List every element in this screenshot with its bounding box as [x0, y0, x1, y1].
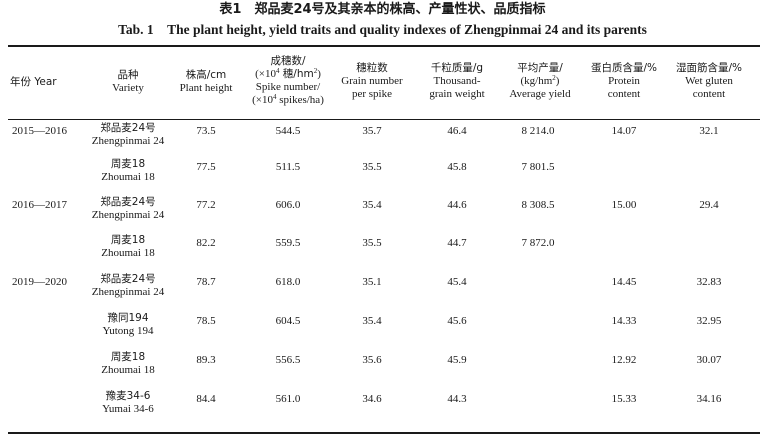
cell-year: 2019—2020	[12, 276, 67, 288]
cell-variety: 周麦18 Zhoumai 18	[84, 234, 172, 260]
variety-name-en: Zhengpinmai 24	[91, 209, 165, 221]
cell-gluten: 32.83	[696, 276, 722, 288]
cell-height: 89.3	[196, 354, 216, 366]
cell-tgw: 45.9	[447, 354, 467, 366]
cell-spike: 556.5	[275, 354, 301, 366]
top-rule	[8, 45, 760, 47]
variety-name-en: Zhoumai 18	[101, 364, 155, 376]
cell-grain: 34.6	[362, 393, 382, 405]
cell-grain: 35.1	[362, 276, 382, 288]
cell-variety: 周麦18 Zhoumai 18	[84, 158, 172, 184]
header-plant-height: 株高/cm Plant height	[179, 69, 233, 94]
header-year: 年份 Year	[10, 76, 57, 88]
variety-name-cn: 周麦18	[110, 234, 146, 246]
cell-protein: 14.33	[611, 315, 637, 327]
variety-name-cn: 周麦18	[110, 158, 146, 170]
cell-spike: 511.5	[275, 161, 301, 173]
cell-spike: 606.0	[275, 199, 301, 211]
cell-variety: 豫同194 Yutong 194	[84, 312, 172, 338]
variety-name-cn: 郑品麦24号	[100, 122, 156, 134]
header-wet-gluten-content: 湿面筋含量/% Wet gluten content	[675, 62, 742, 100]
cell-yield: 7 801.5	[521, 161, 555, 173]
cell-height: 78.5	[196, 315, 216, 327]
cell-spike: 561.0	[275, 393, 301, 405]
cell-variety: 郑品麦24号 Zhengpinmai 24	[84, 196, 172, 222]
cell-protein: 12.92	[611, 354, 637, 366]
cell-protein: 15.00	[611, 199, 637, 211]
cell-tgw: 45.8	[447, 161, 467, 173]
cell-grain: 35.6	[362, 354, 382, 366]
cell-yield: 8 308.5	[521, 199, 555, 211]
cell-gluten: 30.07	[696, 354, 722, 366]
variety-name-cn: 周麦18	[110, 351, 146, 363]
variety-name-cn: 郑品麦24号	[100, 273, 156, 285]
variety-name-en: Zhengpinmai 24	[91, 135, 165, 147]
header-protein-content: 蛋白质含量/% Protein content	[590, 62, 657, 100]
cell-variety: 豫麦34-6 Yumai 34-6	[84, 390, 172, 416]
table-title-en: Tab. 1 The plant height, yield traits an…	[118, 22, 647, 37]
cell-gluten: 29.4	[699, 199, 719, 211]
cell-height: 78.7	[196, 276, 216, 288]
cell-height: 82.2	[196, 237, 216, 249]
cell-height: 84.4	[196, 393, 216, 405]
cell-year: 2015—2016	[12, 125, 67, 137]
header-spike-number: 成穗数/ (×104 穗/hm2) Spike number/ (×104 sp…	[252, 55, 324, 106]
variety-name-en: Yumai 34-6	[102, 403, 154, 415]
cell-protein: 14.07	[611, 125, 637, 137]
cell-tgw: 45.4	[447, 276, 467, 288]
cell-gluten: 32.1	[699, 125, 719, 137]
variety-name-en: Yutong 194	[102, 325, 154, 337]
header-average-yield: 平均产量/ (kg/hm2) Average yield	[509, 62, 571, 100]
cell-tgw: 46.4	[447, 125, 467, 137]
cell-protein: 14.45	[611, 276, 637, 288]
variety-name-cn: 豫同194	[107, 312, 149, 324]
cell-grain: 35.4	[362, 315, 382, 327]
cell-grain: 35.4	[362, 199, 382, 211]
variety-name-en: Zhengpinmai 24	[91, 286, 165, 298]
cell-tgw: 45.6	[447, 315, 467, 327]
header-grain-number: 穗粒数 Grain number per spike	[341, 62, 403, 100]
variety-name-cn: 豫麦34-6	[105, 390, 151, 402]
header-thousand-grain-weight: 千粒质量/g Thousand- grain weight	[429, 62, 485, 100]
cell-grain: 35.5	[362, 237, 382, 249]
cell-variety: 郑品麦24号 Zhengpinmai 24	[84, 273, 172, 299]
table-title-cn: 表1 郑品麦24号及其亲本的株高、产量性状、品质指标	[219, 2, 546, 17]
cell-spike: 604.5	[275, 315, 301, 327]
cell-grain: 35.5	[362, 161, 382, 173]
cell-gluten: 32.95	[696, 315, 722, 327]
header-rule	[8, 119, 760, 120]
cell-height: 77.2	[196, 199, 216, 211]
cell-height: 73.5	[196, 125, 216, 137]
cell-yield: 7 872.0	[521, 237, 555, 249]
bottom-rule	[8, 432, 760, 434]
variety-name-en: Zhoumai 18	[101, 171, 155, 183]
cell-grain: 35.7	[362, 125, 382, 137]
variety-name-en: Zhoumai 18	[101, 247, 155, 259]
variety-name-cn: 郑品麦24号	[100, 196, 156, 208]
cell-tgw: 44.3	[447, 393, 467, 405]
cell-spike: 559.5	[275, 237, 301, 249]
cell-variety: 郑品麦24号 Zhengpinmai 24	[84, 122, 172, 148]
cell-year: 2016—2017	[12, 199, 67, 211]
cell-spike: 618.0	[275, 276, 301, 288]
cell-tgw: 44.6	[447, 199, 467, 211]
cell-variety: 周麦18 Zhoumai 18	[84, 351, 172, 377]
cell-gluten: 34.16	[696, 393, 722, 405]
cell-spike: 544.5	[275, 125, 301, 137]
header-variety: 品种 Variety	[112, 69, 144, 94]
cell-protein: 15.33	[611, 393, 637, 405]
cell-yield: 8 214.0	[521, 125, 555, 137]
cell-height: 77.5	[196, 161, 216, 173]
cell-tgw: 44.7	[447, 237, 467, 249]
